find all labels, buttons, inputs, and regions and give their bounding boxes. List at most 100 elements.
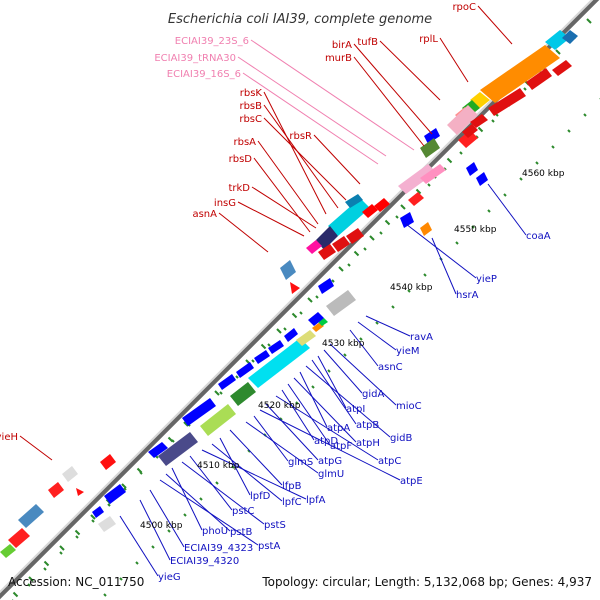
inner-tick: [459, 151, 463, 155]
reverse-gene-leader: [357, 321, 397, 351]
rrna-gene-leader: [250, 39, 415, 151]
rrna-gene-label: ECIAI39_16S_6: [167, 69, 241, 80]
scale-tick: [369, 235, 375, 241]
inner-tick: [75, 535, 79, 539]
reverse-gene-leader: [201, 449, 307, 500]
forward-gene-label: trkD: [228, 183, 250, 194]
outer-tick: [423, 273, 427, 277]
reverse-gene-label: gidA: [362, 389, 384, 400]
inner-tick: [331, 279, 335, 283]
outer-tick: [167, 529, 171, 533]
reverse-gene-leader: [159, 479, 259, 546]
outer-tick: [503, 193, 507, 197]
scale-tick: [291, 312, 298, 319]
scale-tick: [477, 126, 484, 133]
rbs-operon: [306, 194, 390, 254]
reverse-gene-leader: [119, 515, 159, 577]
forward-gene-leader: [218, 212, 269, 253]
reverse-strand-features: [92, 128, 488, 532]
scale-tick: [43, 560, 50, 567]
inner-tick: [395, 215, 399, 219]
scale-tick-labels: 4500 kbp 4510 kbp 4520 kbp 4530 kbp 4540 kbp…: [140, 169, 565, 531]
reverse-gene-label: ECIAI39_4320: [170, 556, 239, 567]
inner-tick: [347, 263, 351, 267]
outer-tick: [279, 417, 283, 421]
forward-gene-label: murB: [325, 53, 352, 64]
reverse-gene-leader: [431, 237, 457, 295]
outer-tick: [103, 593, 107, 597]
forward-gene-label: rbsD: [229, 154, 253, 165]
scale-tick: [276, 328, 282, 334]
reverse-gene-leader: [219, 437, 251, 496]
scale-tick: [260, 343, 267, 350]
outer-tick-row: [12, 55, 600, 600]
reverse-gene-label: glmS: [288, 457, 313, 468]
outer-tick: [391, 305, 395, 309]
inner-tick: [155, 455, 159, 459]
outer-tick: [535, 161, 539, 165]
reverse-gene-leader: [281, 389, 315, 441]
forward-gene-leader: [313, 134, 361, 185]
reverse-gene-leader: [287, 383, 331, 446]
scale-tick: [555, 49, 561, 55]
reverse-gene-label: lpfC: [282, 497, 302, 508]
coaA-region: [318, 128, 488, 294]
outer-tick: [135, 561, 139, 565]
scale-tick-label: 4530 kbp: [322, 339, 365, 349]
forward-gene-label: rbsK: [240, 88, 263, 99]
forward-gene-leader: [379, 40, 441, 101]
rrna-labels: ECIAI39_23S_6 ECIAI39_tRNA30 ECIAI39_16S_6: [154, 36, 249, 80]
outer-tick: [375, 321, 379, 325]
scale-tick: [214, 390, 220, 396]
reverse-gene-label: pstB: [230, 527, 252, 538]
outer-tick: [455, 241, 459, 245]
forward-gene-label: yieH: [0, 432, 18, 443]
inner-tick: [427, 183, 431, 187]
reverse-gene-label: atpI: [346, 404, 365, 415]
inner-tick: [107, 503, 111, 507]
reverse-gene-leader: [275, 395, 379, 461]
reverse-gene-label: hsrA: [456, 290, 479, 301]
accession-text: Accession: NC_011750: [8, 575, 144, 589]
lfp-and-glm-arrows: [218, 328, 298, 390]
outer-tick: [247, 449, 251, 453]
reverse-gene-label: atpA: [327, 423, 350, 434]
outer-tick: [343, 353, 347, 357]
scale-tick: [338, 266, 344, 272]
scale-tick: [74, 529, 81, 536]
outer-tick: [407, 289, 411, 293]
gene-rpoC-block: [455, 30, 578, 122]
outer-tick: [487, 209, 491, 213]
scale-tick-label: 4560 kbp: [522, 169, 565, 179]
reverse-gene-label: atpC: [378, 456, 401, 467]
outer-tick: [471, 225, 475, 229]
outer-tick: [199, 497, 203, 501]
reverse-gene-leader: [349, 329, 379, 367]
scale-tick: [12, 591, 19, 598]
reverse-gene-leader: [245, 421, 319, 474]
reverse-gene-leader: [165, 473, 231, 532]
outer-tick: [519, 177, 523, 181]
reverse-gene-label: ravA: [410, 332, 433, 343]
forward-gene-label: rbsR: [289, 131, 312, 142]
forward-gene-label: rbsB: [239, 101, 262, 112]
reverse-gene-label: pstC: [232, 506, 254, 517]
outer-tick: [311, 385, 315, 389]
reverse-gene-label: atpG: [318, 456, 342, 467]
forward-gene-leader: [353, 43, 433, 135]
reverse-gene-label: lpfD: [250, 491, 271, 502]
inner-tick: [523, 87, 527, 91]
asnC-gidA-region: [308, 290, 356, 326]
forward-gene-label: rpoC: [452, 2, 476, 13]
scale-ticks: [12, 18, 592, 598]
pst-operon: [148, 398, 216, 466]
reverse-gene-label: atpB: [356, 420, 379, 431]
scale-tick: [28, 576, 34, 582]
reverse-gene-label: yieM: [396, 346, 419, 357]
outer-tick: [567, 129, 571, 133]
scale-tick-label: 4540 kbp: [390, 283, 433, 293]
inner-tick: [251, 359, 255, 363]
reverse-gene-label: phoU: [202, 526, 228, 537]
scale-tick: [415, 188, 422, 195]
reverse-gene-leader: [487, 183, 527, 236]
